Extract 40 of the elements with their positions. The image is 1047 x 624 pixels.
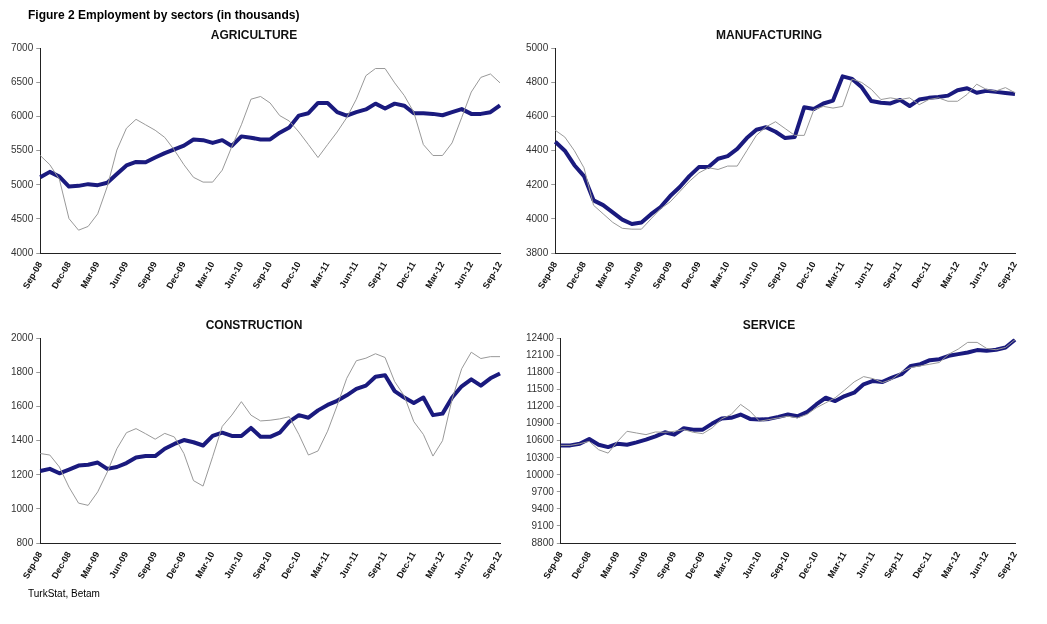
chart-title: SERVICE (742, 317, 796, 332)
y-tick-label: 5000 (11, 178, 34, 190)
y-tick-label: 9400 (531, 502, 555, 514)
y-tick-label: 9100 (531, 519, 555, 531)
y-tick-label: 4500 (11, 212, 34, 224)
y-tick-label: 7000 (11, 42, 34, 54)
chart-title: AGRICULTURE (210, 27, 298, 42)
y-tick-label: 4000 (11, 246, 34, 258)
text: TurkStat, Betam (28, 588, 101, 599)
y-tick-label: 9700 (531, 485, 555, 497)
y-tick-label: 1600 (11, 400, 34, 412)
y-tick-label: 1000 (11, 502, 34, 514)
y-tick-label: 10000 (526, 468, 555, 480)
y-tick-label: 5000 (526, 42, 549, 54)
caption: Figure 2 Employment by sectors (in thousands) (28, 8, 301, 24)
y-tick-label: 5500 (11, 144, 34, 156)
y-tick-label: 10300 (526, 451, 555, 463)
y-tick-label: 11200 (526, 400, 555, 412)
chart-title: CONSTRUCTION (205, 317, 303, 332)
y-tick-label: 10900 (526, 417, 555, 429)
y-tick-label: 11800 (526, 366, 555, 378)
y-tick-label: 800 (16, 536, 34, 548)
y-tick-label: 1800 (11, 366, 34, 378)
y-tick-label: 12400 (526, 332, 555, 344)
y-tick-label: 6000 (11, 110, 34, 122)
y-tick-label: 4400 (526, 144, 549, 156)
y-tick-label: 10600 (526, 434, 555, 446)
y-tick-label: 4800 (526, 76, 549, 88)
y-tick-label: 2000 (11, 332, 34, 344)
y-tick-label: 4600 (526, 110, 549, 122)
y-tick-label: 4200 (526, 178, 549, 190)
y-tick-label: 4000 (526, 212, 549, 224)
y-tick-label: 1400 (11, 434, 34, 446)
y-tick-label: 3800 (526, 246, 549, 258)
y-tick-label: 6500 (11, 76, 34, 88)
y-tick-label: 12100 (526, 349, 555, 361)
y-tick-label: 1200 (11, 468, 34, 480)
chart-title: MANUFACTURING (716, 27, 822, 42)
y-tick-label: 11500 (526, 383, 555, 395)
y-tick-label: 8800 (531, 536, 555, 548)
